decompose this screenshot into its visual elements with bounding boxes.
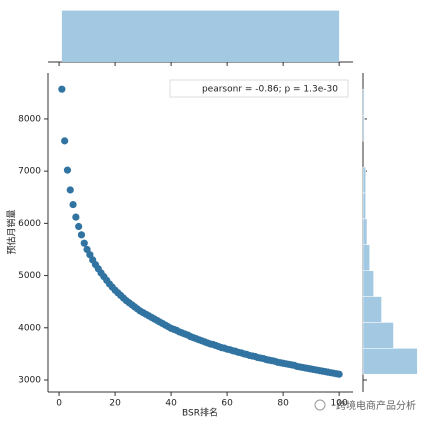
y-tick-label: 4000: [18, 323, 41, 333]
y-tick-label: 5000: [18, 271, 41, 281]
annotation: pearsonr = -0.86; p = 1.3e-30: [202, 85, 338, 95]
y-tick-label: 6000: [18, 219, 41, 229]
point: [61, 137, 69, 145]
x-tick-label: 80: [277, 399, 289, 409]
y-tick-label: 3000: [18, 375, 41, 385]
point: [66, 186, 74, 194]
hist-bar: [362, 244, 370, 271]
y-tick-label: 7000: [18, 167, 41, 177]
watermark: 跨境电商产品分析: [336, 399, 416, 412]
watermark-icon: [314, 399, 326, 411]
hist-bar: [362, 166, 366, 194]
x-tick-label: 0: [56, 399, 62, 409]
y-axis-label: 预估月销量: [6, 209, 18, 254]
y-tick-label: 8000: [18, 114, 41, 124]
hist-bar: [362, 218, 368, 246]
point: [335, 370, 343, 378]
point: [63, 166, 72, 174]
legend-box: [169, 79, 349, 98]
point: [77, 231, 86, 239]
point: [69, 200, 77, 209]
hist-bar: [362, 115, 365, 142]
hist-bar: [362, 192, 366, 220]
x-tick-label: 60: [221, 399, 233, 409]
point: [58, 85, 66, 93]
point: [75, 222, 83, 231]
x-axis-label: BSR排名: [182, 407, 218, 419]
hist-bar: [362, 322, 394, 349]
point: [72, 213, 80, 221]
x-tick-label: 100: [331, 399, 348, 409]
hist-bar: [362, 88, 365, 116]
point: [80, 239, 88, 247]
x-tick-label: 40: [165, 399, 177, 409]
hist-bar: [61, 10, 340, 63]
hist-bar: [362, 270, 374, 297]
hist-bar: [362, 348, 418, 375]
hist-bar: [362, 296, 382, 323]
x-tick-label: 20: [109, 399, 121, 409]
